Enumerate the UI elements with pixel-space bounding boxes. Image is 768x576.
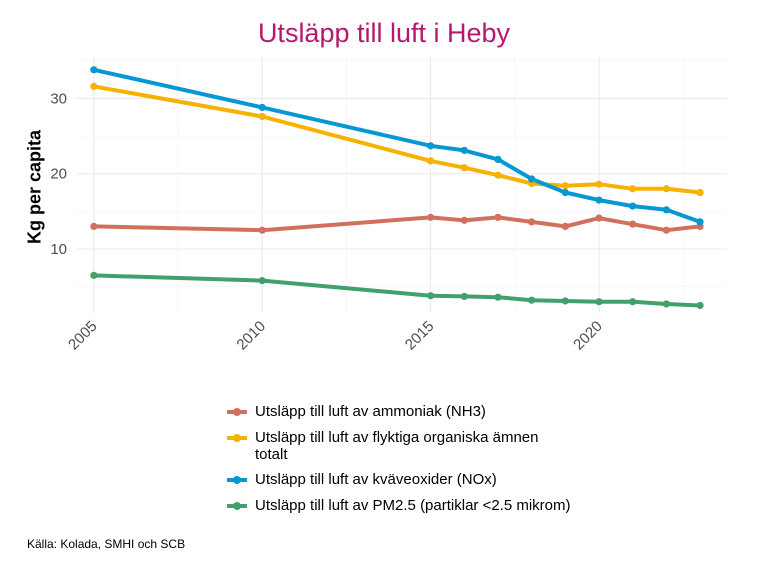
chart-title: Utsläpp till luft i Heby bbox=[257, 18, 511, 48]
legend-key-flyktiga bbox=[227, 429, 247, 447]
y-tick-label-20: 20 bbox=[50, 166, 67, 183]
data-point-3-2015 bbox=[427, 292, 435, 300]
legend-key-kvaveoxider bbox=[227, 471, 247, 489]
y-tick-label-30: 30 bbox=[50, 90, 67, 107]
x-tick-label-2010: 2010 bbox=[233, 318, 269, 354]
data-point-3-2020 bbox=[595, 298, 603, 306]
source-note: Källa: Kolada, SMHI och SCB bbox=[27, 537, 186, 551]
legend-dot-flyktiga bbox=[233, 434, 241, 442]
data-point-2-2021 bbox=[629, 202, 637, 210]
data-point-3-2005 bbox=[90, 271, 98, 279]
data-point-0-2015 bbox=[427, 213, 435, 221]
data-point-2-2020 bbox=[595, 196, 603, 204]
legend-dot-kvaveoxider bbox=[233, 476, 241, 484]
grid-major-lines bbox=[77, 57, 727, 313]
x-tick-labels: 2005 2010 2015 2020 bbox=[65, 318, 606, 354]
legend-label-flyktiga: Utsläpp till luft av flyktiga organiska … bbox=[255, 429, 539, 463]
grid-minor-lines bbox=[77, 57, 727, 313]
data-point-2-2016 bbox=[460, 146, 468, 154]
data-point-3-2022 bbox=[662, 300, 670, 308]
legend-item-ammoniak: Utsläpp till luft av ammoniak (NH3) bbox=[227, 403, 627, 421]
series-lines bbox=[91, 67, 703, 308]
data-point-3-2017 bbox=[494, 293, 502, 301]
series-line-0 bbox=[91, 215, 703, 233]
data-point-0-2021 bbox=[629, 220, 637, 228]
data-point-2-2018 bbox=[528, 175, 536, 183]
data-point-1-2017 bbox=[494, 171, 502, 179]
data-point-2-2019 bbox=[561, 188, 569, 197]
data-point-3-2023 bbox=[696, 301, 704, 310]
data-point-2-2005 bbox=[90, 66, 98, 74]
legend-key-pm25 bbox=[227, 497, 247, 515]
data-point-1-2005 bbox=[90, 82, 98, 90]
data-point-0-2016 bbox=[460, 216, 468, 224]
data-point-0-2019 bbox=[561, 222, 569, 231]
data-point-2-2017 bbox=[494, 155, 502, 163]
y-tick-label-10: 10 bbox=[50, 241, 67, 258]
y-tick-labels: 10 20 30 bbox=[50, 90, 67, 258]
legend-label-pm25: Utsläpp till luft av PM2.5 (partiklar <2… bbox=[255, 497, 571, 514]
data-point-0-2005 bbox=[90, 222, 98, 231]
series-line-3 bbox=[91, 273, 703, 308]
data-point-3-2021 bbox=[629, 298, 637, 306]
data-point-1-2015 bbox=[427, 157, 435, 165]
data-point-1-2021 bbox=[629, 185, 637, 193]
series-line-2 bbox=[91, 67, 703, 224]
x-tick-label-2015: 2015 bbox=[402, 318, 438, 354]
legend-dot-pm25 bbox=[233, 502, 241, 510]
data-point-2-2023 bbox=[696, 218, 704, 226]
data-point-1-2022 bbox=[662, 185, 670, 193]
data-point-1-2023 bbox=[696, 188, 704, 197]
data-point-2-2015 bbox=[427, 142, 435, 150]
legend-item-flyktiga: Utsläpp till luft av flyktiga organiska … bbox=[227, 429, 627, 463]
data-point-1-2016 bbox=[460, 164, 468, 172]
legend-label-ammoniak: Utsläpp till luft av ammoniak (NH3) bbox=[255, 403, 486, 420]
data-point-1-2010 bbox=[258, 112, 266, 121]
legend-item-pm25: Utsläpp till luft av PM2.5 (partiklar <2… bbox=[227, 497, 627, 515]
legend-item-kvaveoxider: Utsläpp till luft av kväveoxider (NOx) bbox=[227, 471, 627, 489]
data-point-1-2019 bbox=[561, 182, 569, 190]
legend: Utsläpp till luft av ammoniak (NH3) Utsl… bbox=[227, 403, 627, 523]
data-point-3-2019 bbox=[561, 297, 569, 305]
data-point-1-2020 bbox=[595, 180, 603, 188]
data-point-0-2022 bbox=[662, 226, 670, 234]
data-point-0-2010 bbox=[258, 226, 266, 234]
data-point-0-2017 bbox=[494, 213, 502, 221]
x-tick-label-2005: 2005 bbox=[65, 318, 101, 354]
series-points bbox=[90, 66, 704, 310]
legend-dot-ammoniak bbox=[233, 408, 241, 416]
data-point-3-2016 bbox=[460, 292, 468, 301]
data-point-2-2022 bbox=[662, 206, 670, 214]
data-point-3-2010 bbox=[258, 277, 266, 285]
data-point-2-2010 bbox=[258, 103, 266, 112]
legend-label-kvaveoxider: Utsläpp till luft av kväveoxider (NOx) bbox=[255, 471, 497, 488]
x-tick-label-2020: 2020 bbox=[570, 318, 606, 354]
data-point-0-2018 bbox=[528, 218, 536, 226]
data-point-3-2018 bbox=[528, 296, 536, 304]
data-point-0-2020 bbox=[595, 214, 603, 222]
legend-key-ammoniak bbox=[227, 403, 247, 421]
